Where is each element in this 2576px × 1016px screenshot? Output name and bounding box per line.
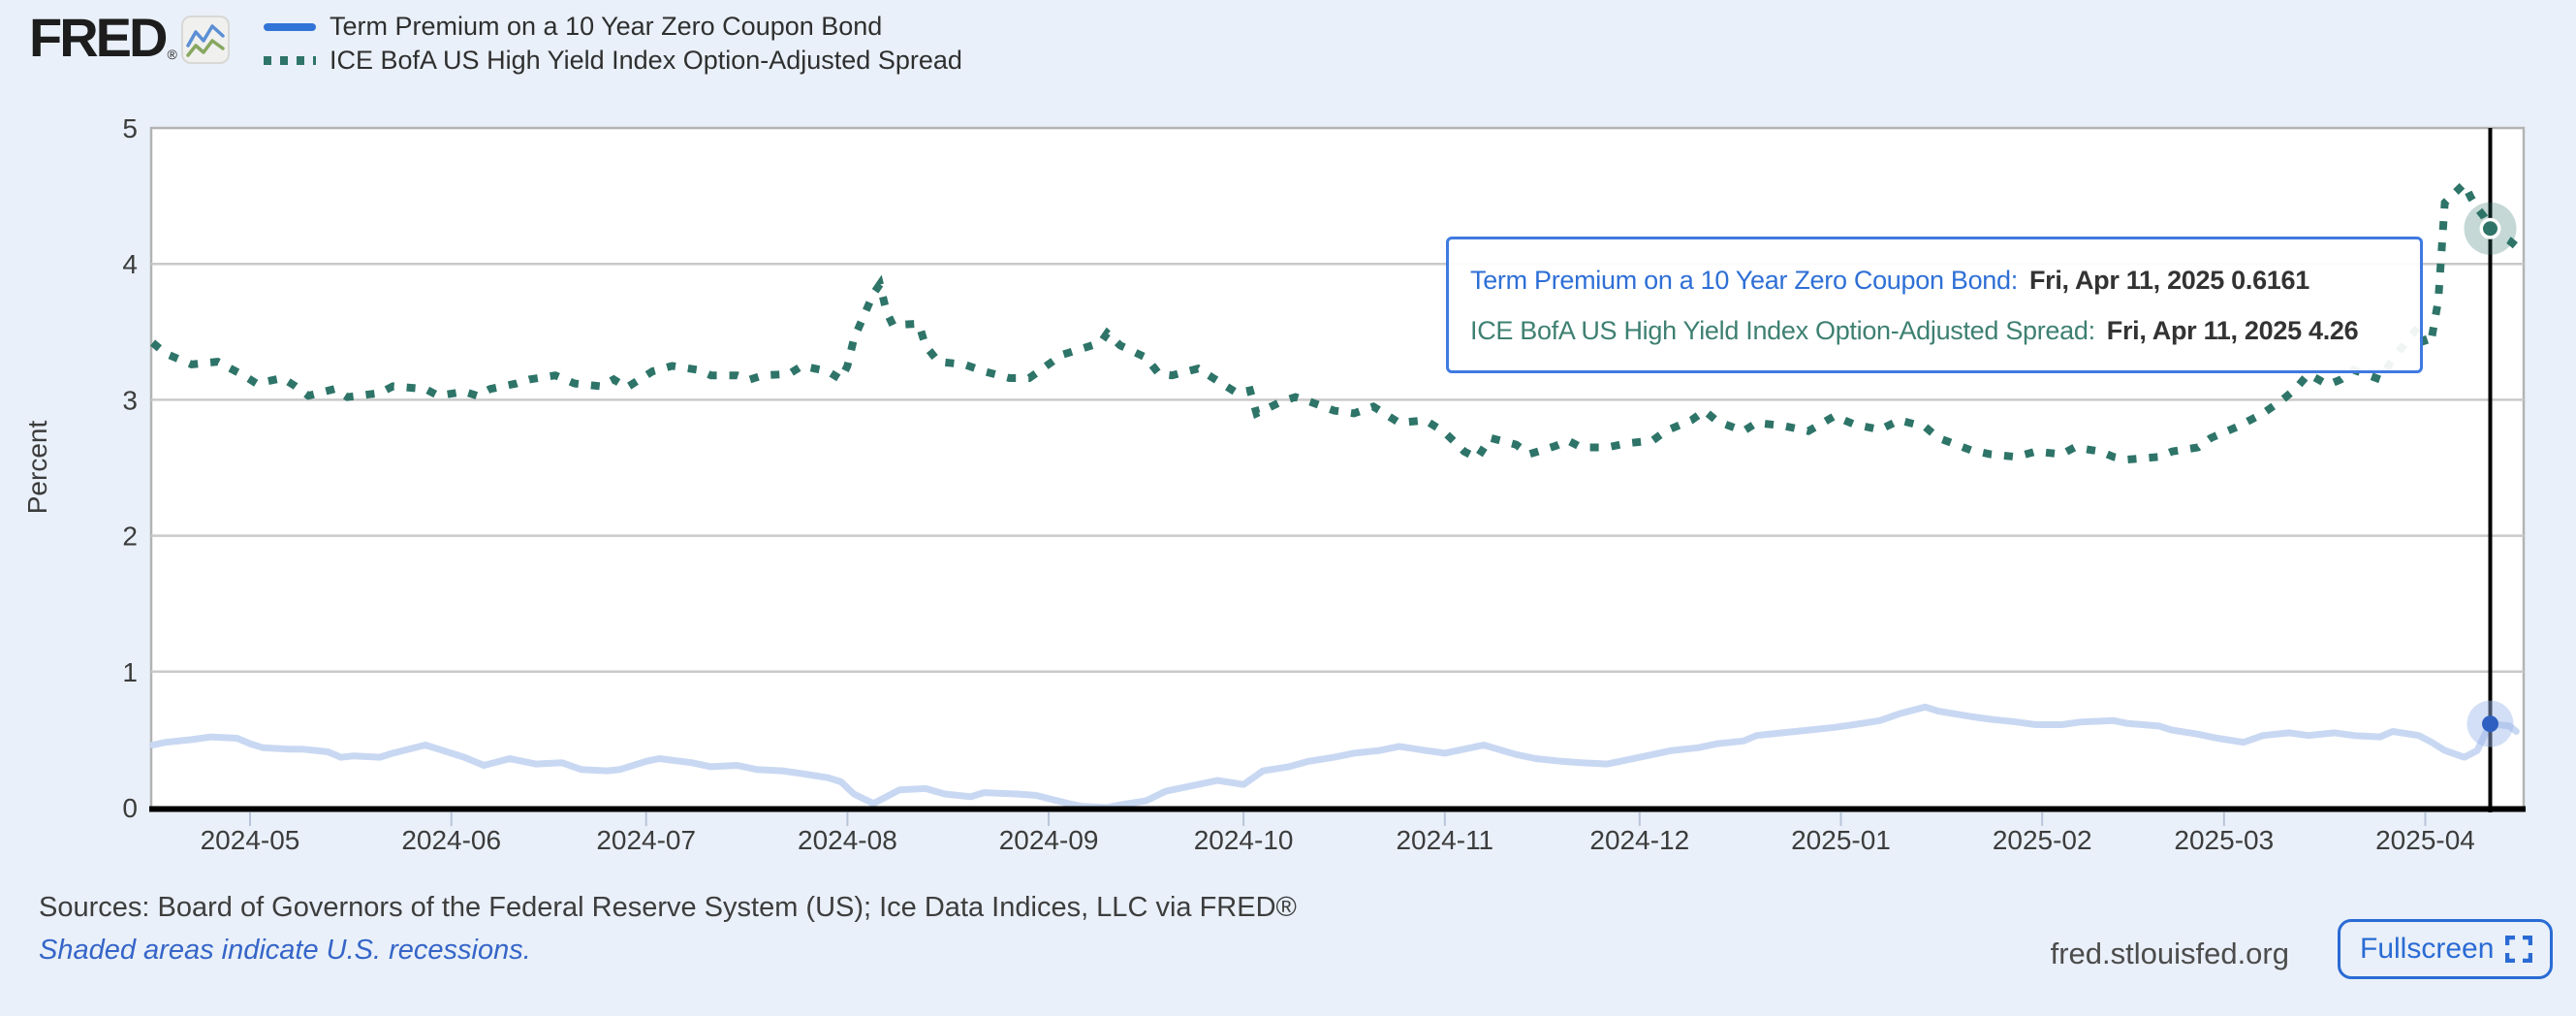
x-tick-label: 2024-11 (1396, 825, 1493, 855)
recessions-note-link[interactable]: Shaded areas indicate U.S. recessions. (39, 935, 531, 966)
x-tick-label: 2024-07 (596, 825, 696, 855)
tooltip-series-label: Term Premium on a 10 Year Zero Coupon Bo… (1470, 265, 2018, 295)
legend-swatch-dotted-line (264, 56, 317, 65)
x-tick-label: 2024-06 (401, 825, 501, 855)
x-tick-label: 2024-12 (1589, 825, 1689, 855)
fred-logo: FRED ® (29, 10, 230, 66)
legend-label: Term Premium on a 10 Year Zero Coupon Bo… (330, 12, 883, 41)
x-tick-label: 2025-02 (1993, 825, 2092, 855)
legend-item-hy-oas[interactable]: ICE BofA US High Yield Index Option-Adju… (264, 44, 962, 78)
x-tick-label: 2025-03 (2174, 825, 2274, 855)
series-line-hy-oas (149, 176, 2519, 464)
tooltip-series-value: Fri, Apr 11, 2025 0.6161 (2028, 265, 2309, 295)
y-tick-label: 0 (122, 793, 138, 823)
tooltip-row-hy-oas: ICE BofA US High Yield Index Option-Adju… (1470, 305, 2403, 356)
y-axis-title: Percent (22, 421, 52, 515)
fullscreen-button[interactable]: Fullscreen (2338, 919, 2554, 979)
legend-label: ICE BofA US High Yield Index Option-Adju… (330, 46, 962, 75)
x-tick-label: 2024-10 (1194, 825, 1294, 855)
y-tick-label: 1 (122, 657, 138, 687)
fullscreen-icon (2505, 936, 2533, 963)
x-axis-line (149, 806, 2526, 812)
x-tick-label: 2025-01 (1791, 825, 1891, 855)
x-tick-label: 2024-08 (798, 825, 897, 855)
fullscreen-button-label: Fullscreen (2360, 933, 2495, 965)
tooltip-series-label: ICE BofA US High Yield Index Option-Adju… (1470, 315, 2095, 345)
tooltip-series-value: Fri, Apr 11, 2025 4.26 (2106, 315, 2359, 345)
plot-area (149, 126, 2526, 810)
legend: Term Premium on a 10 Year Zero Coupon Bo… (264, 10, 962, 78)
fred-watermark: fred.stlouisfed.org (2050, 937, 2289, 970)
y-tick-label: 2 (122, 522, 138, 552)
marker-dot-term-premium (2482, 715, 2498, 733)
series-line-term-premium (149, 703, 2520, 811)
tooltip-row-term-premium: Term Premium on a 10 Year Zero Coupon Bo… (1470, 255, 2403, 305)
x-tick-label: 2024-09 (999, 825, 1099, 855)
fred-logo-text: FRED (29, 7, 168, 68)
marker-dot-hy-oas (2483, 221, 2497, 237)
y-tick-label: 3 (122, 385, 138, 415)
legend-item-term-premium[interactable]: Term Premium on a 10 Year Zero Coupon Bo… (264, 10, 962, 44)
legend-swatch-solid-line (264, 22, 316, 31)
registered-mark: ® (167, 47, 177, 62)
x-tick-label: 2025-04 (2375, 825, 2475, 855)
sources-text: Sources: Board of Governors of the Feder… (39, 892, 1297, 923)
x-tick-label: 2024-05 (201, 825, 300, 855)
y-tick-label: 4 (122, 249, 138, 279)
fred-sparkline-icon (180, 16, 230, 64)
y-tick-label: 5 (122, 113, 138, 143)
chart-tooltip: Term Premium on a 10 Year Zero Coupon Bo… (1446, 237, 2423, 373)
